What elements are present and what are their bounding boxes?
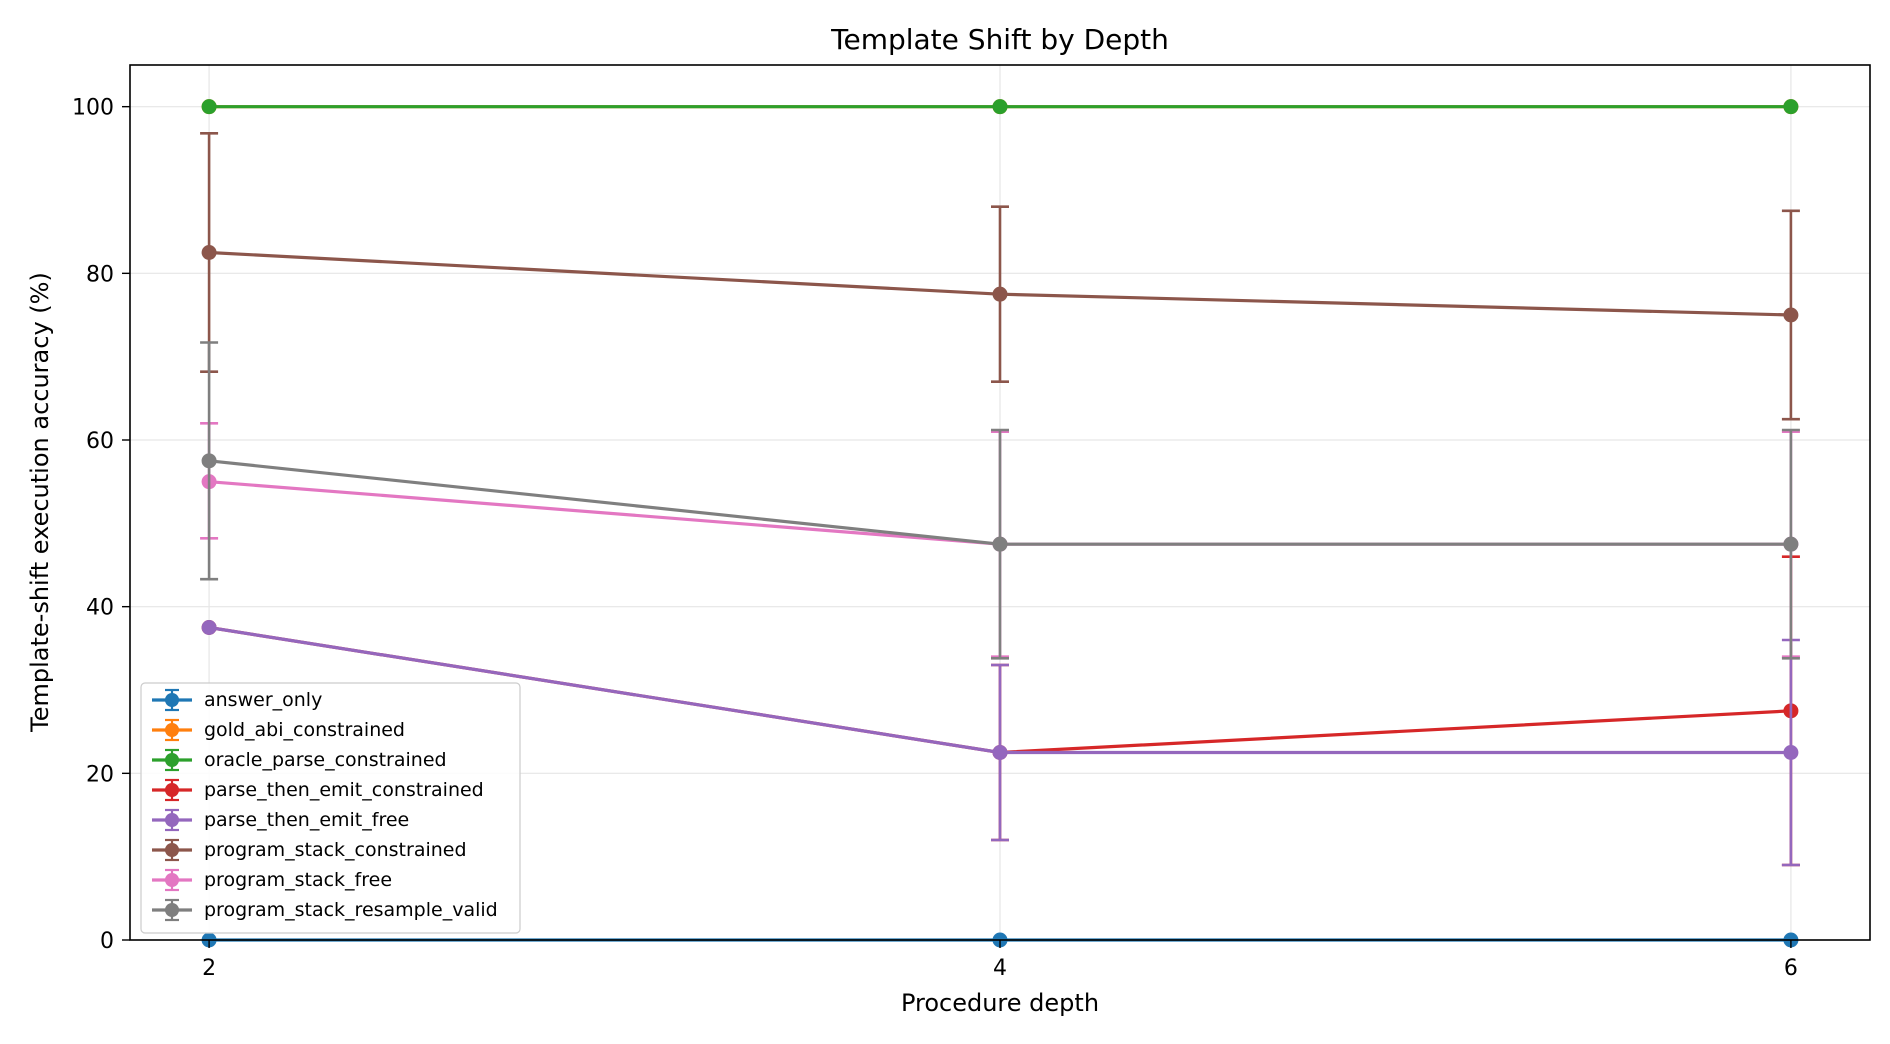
legend-label: program_stack_resample_valid <box>204 899 498 921</box>
legend-marker <box>165 753 179 767</box>
legend-item: oracle_parse_constrained <box>152 748 447 772</box>
x-axis: 2 4 6 <box>202 940 1798 981</box>
legend-item: parse_then_emit_free <box>152 808 409 832</box>
data-point <box>992 99 1008 115</box>
legend-label: answer_only <box>204 689 322 711</box>
data-point <box>201 453 217 469</box>
y-tick-label: 0 <box>100 929 114 954</box>
legend-label: program_stack_constrained <box>204 839 467 861</box>
y-tick-label: 60 <box>86 429 114 454</box>
legend-marker <box>165 723 179 737</box>
data-point <box>992 286 1008 302</box>
legend-marker <box>165 843 179 857</box>
series-parse-then-emit-free <box>201 620 1800 867</box>
series-program-stack-resample-valid <box>200 341 1800 660</box>
legend-item: gold_abi_constrained <box>152 718 405 742</box>
data-point <box>1783 745 1799 760</box>
y-tick-label: 80 <box>86 262 114 287</box>
legend-item: program_stack_resample_valid <box>152 898 498 922</box>
data-point <box>992 745 1008 760</box>
x-tick-label: 2 <box>202 956 216 981</box>
x-axis-title: Procedure depth <box>901 989 1099 1017</box>
legend-marker <box>165 693 179 707</box>
y-tick-label: 40 <box>86 596 114 621</box>
legend-item: program_stack_free <box>152 868 392 892</box>
data-point <box>992 536 1008 552</box>
chart-title: Template Shift by Depth <box>830 23 1169 56</box>
legend-marker <box>165 903 179 917</box>
data-point <box>1783 99 1799 115</box>
legend-label: gold_abi_constrained <box>204 719 405 741</box>
legend-item: answer_only <box>152 688 322 712</box>
y-tick-label: 100 <box>72 96 114 121</box>
legend-marker <box>165 813 179 827</box>
legend-label: parse_then_emit_constrained <box>204 779 484 801</box>
legend-item: program_stack_constrained <box>152 838 467 862</box>
series-program-stack-constrained <box>200 132 1800 421</box>
data-point <box>201 620 217 635</box>
legend-marker <box>165 873 179 887</box>
legend-label: oracle_parse_constrained <box>204 749 447 771</box>
x-tick-label: 6 <box>1784 956 1798 981</box>
data-point <box>201 99 217 115</box>
legend: answer_only gold_abi_constrained oracle_pa… <box>140 682 521 934</box>
legend-box <box>140 682 521 934</box>
data-point <box>201 245 217 260</box>
y-axis-title: Template-shift execution accuracy (%) <box>26 272 54 733</box>
x-tick-label: 4 <box>993 956 1007 981</box>
legend-item: parse_then_emit_constrained <box>152 778 484 802</box>
legend-label: parse_then_emit_free <box>204 809 409 831</box>
legend-label: program_stack_free <box>204 869 392 891</box>
data-point <box>1783 536 1799 552</box>
series-oracle-parse-constrained <box>201 99 1799 115</box>
legend-marker <box>165 783 179 797</box>
y-axis: 0 20 40 60 80 100 <box>72 96 130 954</box>
data-point <box>1783 307 1799 323</box>
y-tick-label: 20 <box>86 762 114 787</box>
